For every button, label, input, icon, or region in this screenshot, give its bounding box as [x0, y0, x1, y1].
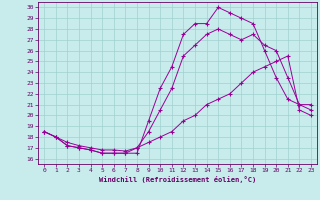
X-axis label: Windchill (Refroidissement éolien,°C): Windchill (Refroidissement éolien,°C): [99, 176, 256, 183]
